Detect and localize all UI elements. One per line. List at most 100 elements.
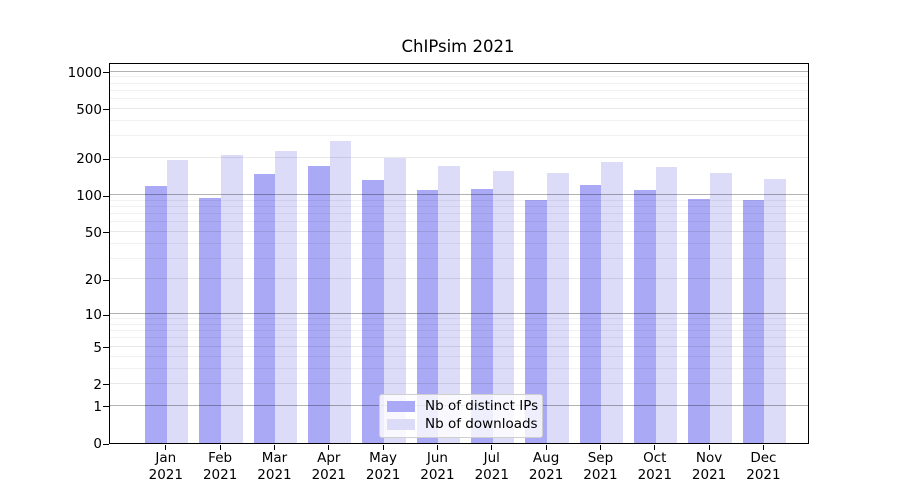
bar-downloads [221,155,243,443]
gridline [109,221,808,223]
x-tick-mark [382,444,384,450]
y-tick-label: 5 [93,339,102,356]
y-tick-mark [102,406,109,408]
gridline [109,205,808,207]
bar-distinct-ips [525,199,548,443]
x-tick-label: Mar 2021 [257,450,292,483]
legend-entry-distinct-ips: Nb of distinct IPs [386,398,539,415]
bar-distinct-ips [253,173,276,443]
y-tick-mark [102,443,109,445]
legend-label-distinct-ips: Nb of distinct IPs [425,398,539,415]
gridline [109,89,808,91]
gridline [109,213,808,214]
bar-downloads [438,165,461,443]
x-tick-mark [491,444,493,450]
gridline [109,194,808,195]
bar-downloads [764,179,787,443]
x-tick-mark [599,444,601,450]
legend-swatch-distinct-ips [387,401,415,412]
y-tick-mark [102,232,109,234]
y-tick-label: 2 [93,376,102,393]
gridline [109,345,808,347]
gridline [109,135,808,137]
x-tick-mark [219,444,221,450]
gridline [109,330,808,332]
gridline [109,242,808,244]
bar-distinct-ips [416,190,439,443]
x-tick-mark [273,444,275,450]
y-tick-label: 1000 [67,64,102,81]
gridline [109,355,808,357]
gridline [109,337,808,339]
gridline [109,318,808,320]
bar-downloads [275,151,298,443]
bar-downloads [601,161,624,443]
bar-distinct-ips [634,189,656,443]
y-tick-mark [102,384,109,386]
gridline [109,199,808,201]
y-tick-label: 100 [76,188,102,205]
legend-swatch-downloads [387,419,415,430]
x-tick-label: Dec 2021 [746,450,781,483]
gridline [109,323,808,325]
gridline [109,119,808,121]
bar-downloads [492,171,515,443]
y-tick-mark [102,279,109,281]
y-tick-label: 1 [93,398,102,415]
y-tick-mark [102,109,109,111]
y-tick-label: 500 [76,101,102,118]
legend: Nb of distinct IPs Nb of downloads [379,393,543,438]
gridline [109,76,808,78]
bar-downloads [384,158,406,443]
chart-title: ChIPsim 2021 [401,37,515,56]
gridline [109,98,808,100]
x-tick-label: Oct 2021 [637,450,672,483]
gridline [109,230,808,232]
bar-distinct-ips [145,185,167,443]
bar-distinct-ips [199,198,222,443]
bar-downloads [547,173,569,443]
y-tick-mark [102,158,109,160]
bar-distinct-ips [742,199,765,443]
y-tick-mark [102,347,109,349]
x-tick-mark [762,444,764,450]
x-tick-label: Feb 2021 [202,450,238,483]
y-tick-label: 0 [93,436,102,452]
x-tick-label: Apr 2021 [311,450,346,483]
y-tick-label: 20 [84,272,102,289]
bar-distinct-ips [362,180,385,443]
legend-label-downloads: Nb of downloads [425,415,538,432]
x-tick-mark [165,444,167,450]
x-tick-mark [708,444,710,450]
y-tick-label: 50 [84,224,102,241]
bar-downloads [329,140,352,443]
y-tick-mark [102,314,109,316]
y-tick-label: 10 [84,307,102,324]
x-tick-mark [545,444,547,450]
gridline [109,70,808,72]
legend-entry-downloads: Nb of downloads [386,415,538,432]
y-tick-mark [102,72,109,74]
y-tick-mark [102,195,109,197]
x-tick-mark [436,444,438,450]
x-tick-label: Jan 2021 [148,450,183,483]
x-tick-label: May 2021 [365,450,401,483]
bar-distinct-ips [579,184,602,443]
bar-distinct-ips [308,166,330,443]
bar-downloads [710,172,732,443]
gridline [109,108,808,109]
x-tick-label: Jul 2021 [474,450,509,483]
x-tick-label: Sep 2021 [583,450,618,483]
gridline [109,383,808,384]
x-tick-label: Aug 2021 [528,450,564,483]
y-tick-label: 200 [76,151,102,168]
x-tick-label: Nov 2021 [691,450,727,483]
x-tick-mark [654,444,656,450]
gridline [109,367,808,369]
bar-downloads [166,160,189,443]
gridline [109,278,808,280]
gridline [109,82,808,84]
gridline [109,257,808,259]
gridline [109,157,808,158]
